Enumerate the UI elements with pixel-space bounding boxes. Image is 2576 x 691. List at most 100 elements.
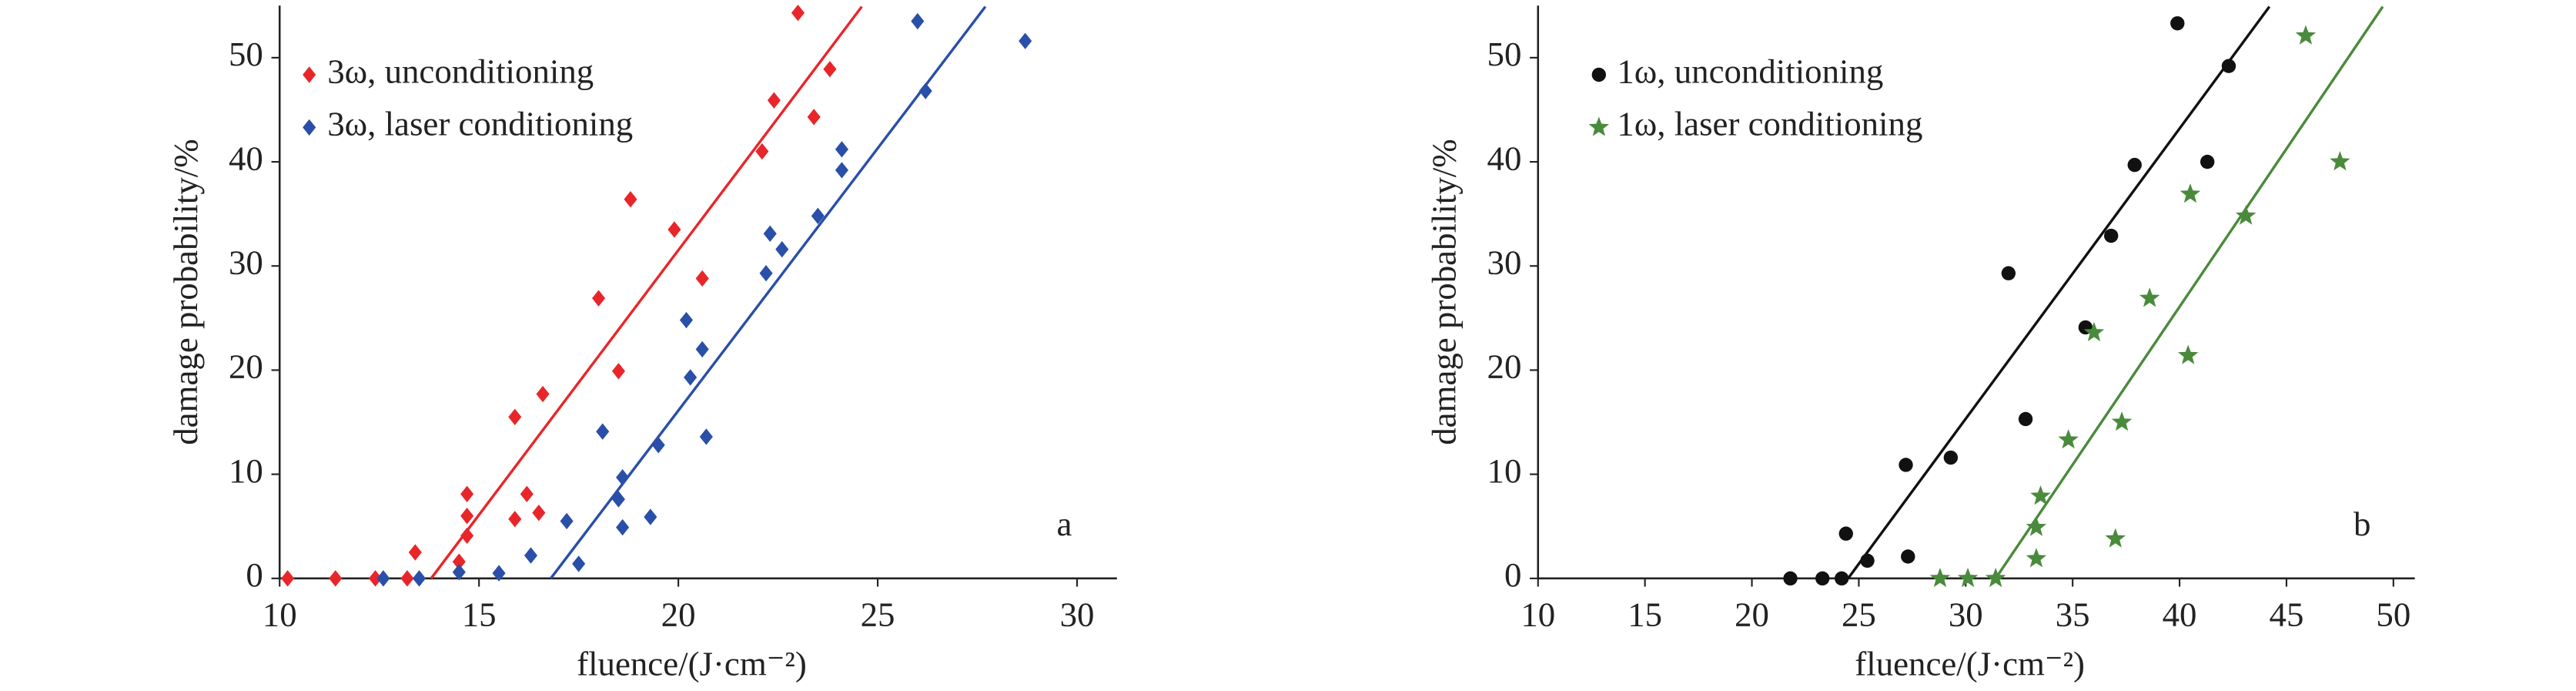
point — [644, 508, 657, 525]
x-axis-label: fluence/(J·cm⁻²) — [577, 645, 807, 683]
fit-line — [430, 5, 863, 579]
point — [591, 290, 606, 307]
point — [1019, 32, 1032, 49]
x-tick-label: 15 — [1628, 595, 1662, 633]
point — [2058, 429, 2079, 449]
y-tick-label: 50 — [229, 35, 263, 73]
point — [1957, 567, 1979, 588]
point — [460, 485, 474, 503]
y-tick-label: 20 — [229, 347, 263, 386]
point — [1783, 571, 1798, 586]
y-tick-label: 10 — [229, 451, 263, 490]
y-tick-label: 40 — [229, 139, 263, 177]
point — [452, 564, 466, 581]
x-tick-label: 15 — [462, 595, 497, 633]
point — [2235, 205, 2257, 225]
x-tick-label: 20 — [661, 595, 696, 633]
x-tick-label: 25 — [1842, 595, 1876, 633]
point — [624, 191, 637, 208]
point — [835, 141, 848, 158]
point — [2001, 266, 2016, 280]
point — [679, 311, 694, 329]
point — [616, 469, 630, 486]
point — [767, 92, 781, 109]
x-tick-label: 25 — [861, 595, 895, 633]
legend-label: 3ω, laser conditioning — [327, 105, 633, 143]
point — [911, 12, 925, 30]
point — [2026, 516, 2047, 536]
y-tick-label: 0 — [246, 555, 263, 594]
point — [2127, 157, 2142, 173]
point — [520, 485, 534, 503]
legend-label: 1ω, laser conditioning — [1617, 105, 1922, 143]
annotation: b — [2354, 505, 2370, 543]
point — [412, 570, 427, 587]
point — [807, 109, 821, 126]
point — [2177, 344, 2199, 364]
point — [1838, 526, 1853, 541]
point — [2026, 548, 2047, 568]
point — [2295, 25, 2317, 45]
point — [2170, 16, 2185, 31]
point — [596, 423, 610, 440]
x-tick-label: 30 — [1949, 595, 1983, 633]
point — [2103, 228, 2119, 243]
point — [1901, 549, 1915, 564]
point — [667, 221, 681, 238]
legend-marker — [1588, 116, 1610, 136]
point — [460, 508, 474, 525]
point — [835, 162, 848, 179]
point — [791, 5, 805, 22]
point — [532, 504, 546, 522]
point — [492, 565, 506, 582]
x-axis-label: fluence/(J·cm⁻²) — [1855, 645, 2085, 683]
point — [755, 143, 769, 160]
point — [368, 570, 383, 587]
point — [281, 570, 295, 587]
point — [2330, 151, 2350, 171]
point — [508, 408, 522, 425]
point — [2030, 485, 2051, 505]
point — [536, 385, 550, 403]
point — [2111, 411, 2133, 431]
point — [823, 61, 837, 78]
point — [616, 518, 630, 536]
point — [1899, 458, 1913, 472]
y-tick-label: 50 — [1487, 35, 1522, 73]
point — [460, 527, 474, 545]
point — [408, 544, 422, 561]
point — [1985, 567, 2006, 588]
legend-marker — [1591, 67, 1607, 82]
point — [695, 270, 709, 287]
point — [400, 570, 414, 587]
x-tick-label: 20 — [1735, 595, 1769, 633]
fit-line — [1994, 5, 2384, 579]
point — [508, 511, 522, 528]
point — [611, 363, 625, 380]
y-tick-label: 0 — [1504, 555, 1521, 594]
point — [1929, 567, 1951, 588]
legend-marker — [303, 119, 316, 136]
y-tick-label: 30 — [229, 243, 263, 282]
point — [699, 428, 713, 445]
point — [2200, 154, 2215, 169]
point — [2221, 59, 2236, 73]
y-tick-label: 30 — [1487, 243, 1522, 282]
annotation: a — [1056, 505, 1072, 543]
point — [452, 553, 466, 570]
y-tick-label: 20 — [1487, 347, 1522, 386]
y-axis-label: damage probability/% — [166, 139, 205, 444]
point — [376, 570, 390, 587]
y-tick-label: 40 — [1487, 139, 1522, 177]
x-tick-label: 45 — [2270, 595, 2304, 633]
point — [2139, 287, 2160, 307]
point — [695, 340, 709, 358]
fit-line — [1847, 5, 2271, 579]
point — [560, 512, 574, 530]
y-tick-label: 10 — [1487, 451, 1522, 490]
x-tick-label: 50 — [2376, 595, 2410, 633]
x-tick-label: 40 — [2163, 595, 2197, 633]
point — [759, 265, 773, 282]
